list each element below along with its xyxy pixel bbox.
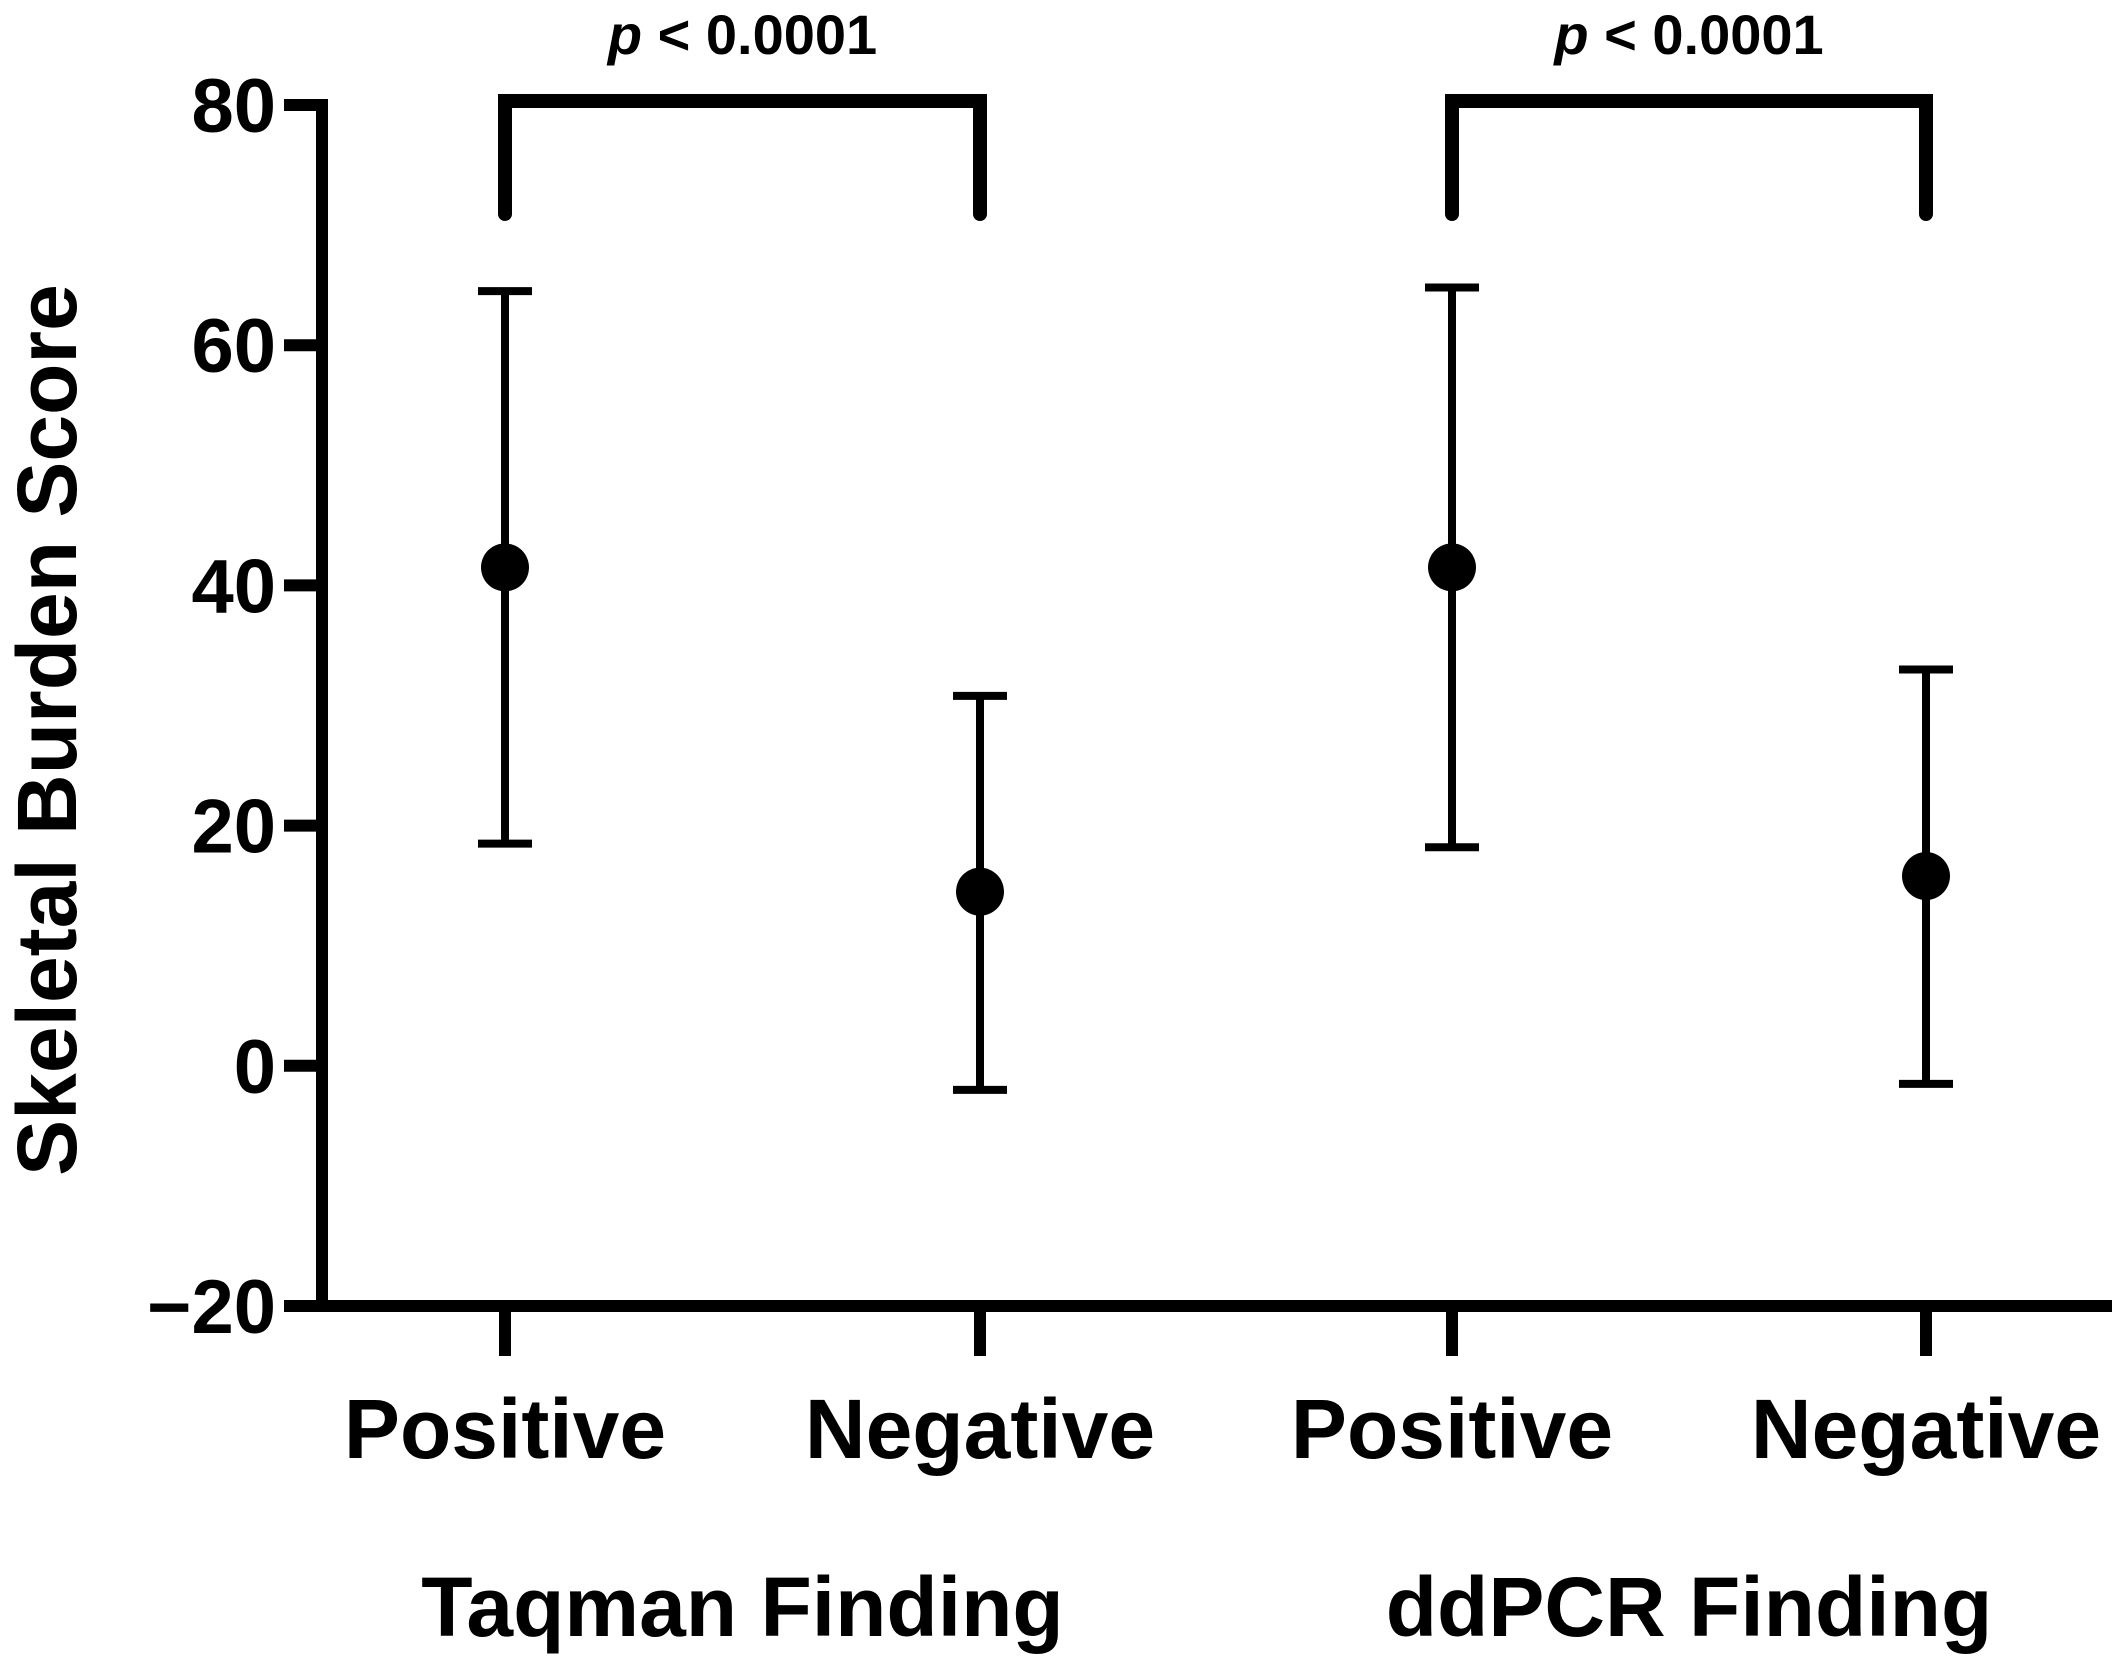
p-value-label: p < 0.0001 xyxy=(1552,3,1823,66)
y-tick-label: 0 xyxy=(234,1025,276,1110)
data-point-group xyxy=(1899,665,1953,1088)
p-value-text: < 0.0001 xyxy=(1589,3,1824,66)
mean-point xyxy=(1428,543,1476,592)
significance-brackets: p < 0.0001 p < 0.0001 xyxy=(498,3,1933,221)
category-label: Negative xyxy=(1751,1382,2101,1476)
y-axis-title: Skeletal Burden Score xyxy=(0,284,94,1176)
category-label: Negative xyxy=(805,1382,1155,1476)
y-tick-label: −20 xyxy=(147,1265,276,1350)
x-labels: Positive Negative Positive Negative Taqman F… xyxy=(344,1382,2101,1654)
category-label: Positive xyxy=(344,1382,666,1476)
mean-point xyxy=(1902,852,1950,901)
mean-point xyxy=(956,867,1004,916)
axes xyxy=(316,99,2112,1356)
significance-bracket xyxy=(498,94,987,221)
data-point-group xyxy=(953,691,1007,1094)
y-tick-label: 20 xyxy=(191,785,276,870)
data-point-group xyxy=(478,287,532,848)
group-label: ddPCR Finding xyxy=(1386,1560,1993,1654)
significance-bracket xyxy=(1445,94,1933,221)
p-symbol: p xyxy=(1552,3,1588,66)
data-marks xyxy=(478,283,1953,1094)
data-point-group xyxy=(1425,283,1479,852)
category-label: Positive xyxy=(1291,1382,1613,1476)
group-label: Taqman Finding xyxy=(421,1560,1063,1654)
p-value-text: < 0.0001 xyxy=(642,3,877,66)
mean-point xyxy=(481,543,529,592)
p-symbol: p xyxy=(606,3,642,66)
p-value-label: p < 0.0001 xyxy=(606,3,877,66)
y-tick-label: 80 xyxy=(191,64,276,149)
y-ticks: 80 60 40 20 0 −20 xyxy=(147,64,322,1350)
y-tick-label: 60 xyxy=(191,304,276,389)
y-tick-label: 40 xyxy=(191,544,276,629)
